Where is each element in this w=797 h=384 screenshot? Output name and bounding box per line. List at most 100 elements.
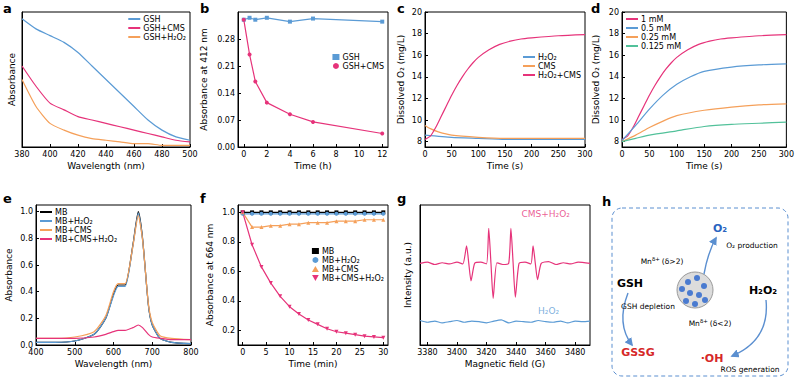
svg-text:2: 2 bbox=[264, 150, 269, 159]
svg-text:10: 10 bbox=[609, 116, 619, 125]
svg-text:8: 8 bbox=[417, 137, 422, 146]
svg-text:5: 5 bbox=[264, 348, 269, 357]
svg-text:d: d bbox=[591, 1, 600, 16]
svg-text:16: 16 bbox=[412, 51, 422, 60]
svg-text:4: 4 bbox=[287, 150, 292, 159]
svg-text:Time (s): Time (s) bbox=[486, 161, 524, 171]
svg-text:0.28: 0.28 bbox=[217, 35, 235, 44]
svg-text:700: 700 bbox=[145, 348, 160, 357]
svg-text:0: 0 bbox=[240, 348, 245, 357]
svg-text:300: 300 bbox=[577, 150, 592, 159]
svg-text:0.6: 0.6 bbox=[222, 267, 235, 276]
svg-text:MB: MB bbox=[55, 208, 67, 217]
svg-text:GSH: GSH bbox=[617, 277, 643, 290]
svg-text:Time (h): Time (h) bbox=[293, 161, 332, 171]
svg-text:0.2: 0.2 bbox=[222, 326, 235, 335]
svg-text:Mnδ+(δ<2): Mnδ+(δ<2) bbox=[689, 318, 732, 328]
svg-text:380: 380 bbox=[14, 150, 29, 159]
svg-text:GSH: GSH bbox=[143, 15, 160, 24]
svg-text:H₂O₂+CMS: H₂O₂+CMS bbox=[538, 71, 581, 80]
svg-text:0.8: 0.8 bbox=[20, 234, 33, 243]
svg-text:MB+H₂O₂: MB+H₂O₂ bbox=[322, 256, 360, 265]
svg-text:H₂O₂: H₂O₂ bbox=[538, 53, 557, 62]
svg-text:h: h bbox=[602, 194, 611, 209]
svg-text:H₂O₂: H₂O₂ bbox=[538, 306, 559, 316]
svg-text:CMS: CMS bbox=[538, 62, 556, 71]
svg-text:0: 0 bbox=[619, 150, 624, 159]
svg-text:O₂ production: O₂ production bbox=[726, 241, 778, 250]
svg-text:460: 460 bbox=[126, 150, 141, 159]
svg-text:14: 14 bbox=[609, 72, 619, 81]
svg-text:14: 14 bbox=[412, 72, 422, 81]
svg-text:1.0: 1.0 bbox=[20, 207, 33, 216]
svg-text:GSH: GSH bbox=[342, 53, 359, 62]
svg-text:400: 400 bbox=[42, 150, 57, 159]
svg-text:GSH+CMS: GSH+CMS bbox=[143, 24, 185, 33]
svg-text:600: 600 bbox=[106, 348, 121, 357]
svg-text:GSH depletion: GSH depletion bbox=[621, 302, 675, 311]
svg-text:12: 12 bbox=[412, 94, 422, 103]
svg-text:MB+CMS: MB+CMS bbox=[322, 265, 359, 274]
svg-text:MB+CMS: MB+CMS bbox=[55, 226, 92, 235]
svg-text:8: 8 bbox=[614, 137, 619, 146]
svg-text:H₂O₂: H₂O₂ bbox=[749, 284, 777, 297]
svg-text:25: 25 bbox=[355, 348, 365, 357]
svg-text:Wavelength (nm): Wavelength (nm) bbox=[75, 359, 153, 369]
svg-text:800: 800 bbox=[183, 348, 198, 357]
svg-text:0.25 mM: 0.25 mM bbox=[641, 33, 676, 42]
svg-text:0.4: 0.4 bbox=[20, 287, 33, 296]
svg-text:3420: 3420 bbox=[476, 348, 496, 357]
svg-text:0: 0 bbox=[422, 150, 427, 159]
svg-text:Absorbance at 664 nm: Absorbance at 664 nm bbox=[205, 224, 215, 326]
svg-text:b: b bbox=[200, 1, 209, 16]
svg-text:6: 6 bbox=[310, 150, 315, 159]
svg-text:·OH: ·OH bbox=[701, 352, 724, 365]
svg-text:0.07: 0.07 bbox=[217, 116, 235, 125]
svg-text:0.6: 0.6 bbox=[20, 261, 33, 270]
svg-text:3400: 3400 bbox=[447, 348, 467, 357]
svg-text:50: 50 bbox=[644, 150, 654, 159]
svg-text:100: 100 bbox=[471, 150, 486, 159]
svg-text:Intensity (a.u.): Intensity (a.u.) bbox=[403, 242, 413, 308]
svg-text:30: 30 bbox=[378, 348, 388, 357]
svg-text:0.125 mM: 0.125 mM bbox=[641, 42, 681, 51]
svg-text:0.2: 0.2 bbox=[20, 314, 33, 323]
svg-text:GSSG: GSSG bbox=[621, 346, 654, 359]
svg-text:3480: 3480 bbox=[565, 348, 585, 357]
svg-text:f: f bbox=[200, 191, 206, 206]
svg-text:10: 10 bbox=[354, 150, 364, 159]
svg-text:0.00: 0.00 bbox=[217, 143, 235, 152]
svg-text:1 mM: 1 mM bbox=[641, 15, 663, 24]
svg-text:420: 420 bbox=[70, 150, 85, 159]
svg-text:a: a bbox=[3, 1, 12, 16]
svg-text:0.5 mM: 0.5 mM bbox=[641, 24, 671, 33]
svg-text:150: 150 bbox=[497, 150, 512, 159]
svg-text:Time (s): Time (s) bbox=[685, 161, 723, 171]
svg-text:440: 440 bbox=[98, 150, 113, 159]
svg-text:20: 20 bbox=[331, 348, 341, 357]
svg-text:O₂: O₂ bbox=[713, 222, 727, 235]
svg-text:Absorbance at 412 nm: Absorbance at 412 nm bbox=[199, 28, 209, 130]
svg-text:480: 480 bbox=[154, 150, 169, 159]
svg-text:300: 300 bbox=[779, 150, 794, 159]
svg-text:3380: 3380 bbox=[417, 348, 437, 357]
svg-text:Absorbance: Absorbance bbox=[4, 248, 14, 302]
svg-text:0: 0 bbox=[241, 150, 246, 159]
svg-text:Mnδ+(δ>2): Mnδ+(δ>2) bbox=[641, 256, 684, 266]
svg-text:Wavelength (nm): Wavelength (nm) bbox=[67, 161, 145, 171]
svg-text:500: 500 bbox=[182, 150, 197, 159]
svg-text:3440: 3440 bbox=[506, 348, 526, 357]
svg-text:0.14: 0.14 bbox=[217, 89, 235, 98]
svg-text:0.4: 0.4 bbox=[222, 296, 235, 305]
svg-text:400: 400 bbox=[28, 348, 43, 357]
svg-text:Dissolved O₂ (mg/L): Dissolved O₂ (mg/L) bbox=[396, 35, 406, 124]
svg-text:10: 10 bbox=[412, 116, 422, 125]
svg-text:12: 12 bbox=[609, 94, 619, 103]
svg-text:20: 20 bbox=[609, 8, 619, 17]
svg-text:Absorbance: Absorbance bbox=[7, 52, 17, 106]
svg-text:18: 18 bbox=[609, 29, 619, 38]
svg-text:10: 10 bbox=[284, 348, 294, 357]
svg-text:g: g bbox=[397, 191, 406, 206]
svg-text:MB+CMS+H₂O₂: MB+CMS+H₂O₂ bbox=[322, 274, 384, 283]
svg-text:Time (min): Time (min) bbox=[288, 359, 338, 369]
